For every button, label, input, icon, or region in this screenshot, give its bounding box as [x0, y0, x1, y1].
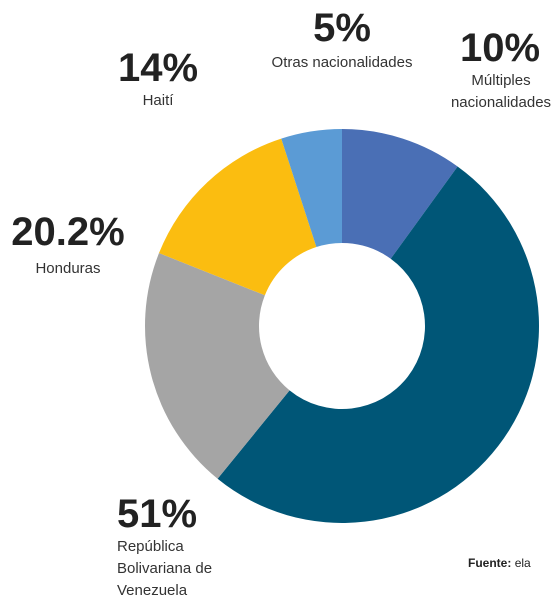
donut-slice — [144, 253, 290, 479]
donut-slice — [342, 129, 458, 259]
donut-slice — [281, 129, 342, 248]
source-label: Fuente: — [468, 556, 512, 570]
category-label: República Bolivariana de Venezuela — [117, 538, 213, 599]
category-label: Múltiples nacionalidades — [450, 72, 552, 111]
value-label: 10% — [459, 26, 541, 70]
donut-slice — [159, 138, 317, 296]
value-label: 5% — [313, 6, 371, 50]
value-label: 20.2% — [11, 210, 125, 254]
donut-slice — [217, 166, 540, 524]
category-label: Otras nacionalidades — [271, 54, 413, 71]
category-label: Honduras — [35, 260, 101, 277]
source: Fuente: ela — [468, 556, 531, 570]
source-text: ela — [514, 556, 531, 570]
category-label: Haití — [142, 92, 174, 109]
value-label: 14% — [117, 46, 199, 90]
value-label: 51% — [117, 492, 198, 536]
